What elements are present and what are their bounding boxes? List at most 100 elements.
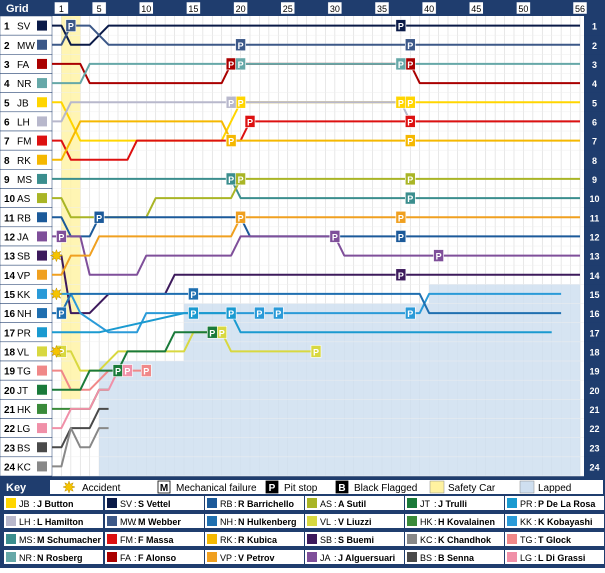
pit-stop-marker: P: [56, 230, 67, 243]
svg-text::: :: [234, 535, 237, 545]
key-entry-mw: MW: M Webber: [105, 514, 204, 528]
grid-position: 14: [4, 271, 16, 282]
lap-tick: 56: [572, 1, 588, 15]
lap-tick: 15: [186, 1, 201, 15]
grid-row: 21 HK: [0, 399, 53, 419]
key-name: A Sutil: [338, 499, 366, 509]
key-swatch: [407, 534, 417, 544]
finish-position-label: 24: [589, 462, 599, 472]
svg-text:P: P: [398, 98, 404, 108]
legend-symbol-lapped-swatch: Lapped: [519, 480, 571, 494]
key-swatch: [107, 516, 117, 526]
key-name: S Vettel: [138, 499, 171, 509]
finish-position-label: 23: [589, 443, 599, 453]
grid-row: 24 KC: [0, 456, 53, 477]
legend-symbol-label: Mechanical failure: [176, 483, 257, 494]
grid-position: 15: [4, 290, 16, 301]
svg-text:P: P: [407, 309, 413, 319]
pit-stop-marker: P: [140, 364, 152, 377]
lap-tick: 50: [516, 1, 531, 15]
svg-text:P: P: [407, 137, 413, 147]
key-code: HK: [420, 517, 433, 527]
svg-text:P: P: [238, 175, 244, 185]
key-name: L Hamilton: [37, 517, 83, 527]
grid-position: 9: [4, 175, 10, 186]
key-code: SB: [320, 535, 332, 545]
key-code: VP: [220, 553, 232, 563]
driver-swatch: [37, 442, 47, 453]
key-swatch: [207, 534, 217, 544]
key-code: KC: [420, 535, 433, 545]
pit-stop-marker: P: [404, 38, 416, 52]
svg-text:P: P: [398, 232, 404, 242]
key-entry-vp: VP: V Petrov: [205, 550, 304, 564]
grid-position: 22: [4, 424, 16, 435]
driver-swatch: [37, 116, 47, 127]
key-swatch: [507, 498, 517, 508]
lap-tick: 10: [139, 1, 154, 15]
key-name: R Barrichello: [238, 499, 295, 509]
finish-position-cell: [584, 322, 605, 342]
key-entry-fm: FM: F Massa: [105, 532, 204, 546]
grid-driver-code: LH: [17, 117, 30, 128]
key-entry-bs: BS: B Senna: [405, 550, 504, 564]
svg-text:P: P: [96, 213, 102, 223]
key-entry-ms: MS: M Schumacher: [4, 532, 103, 546]
key-name: R Kubica: [238, 535, 278, 545]
pit-stop-marker: P: [395, 19, 407, 32]
finish-position-label: 12: [589, 232, 599, 242]
key-code: NR: [19, 553, 32, 563]
svg-text::: :: [534, 553, 537, 563]
key-name: S Buemi: [338, 535, 374, 545]
grid-row: 4 NR: [0, 73, 53, 93]
grid-position: 19: [4, 367, 16, 378]
finish-position-label: 17: [589, 328, 599, 338]
key-code: VL: [320, 517, 331, 527]
accident-star-icon: [49, 344, 64, 359]
finish-position-label: 16: [589, 309, 599, 319]
finish-position-cell: [584, 456, 605, 476]
grid-row: 22 LG: [0, 418, 53, 438]
finish-position-cell: [584, 150, 605, 170]
lap-tick: 1: [54, 1, 69, 15]
grid-driver-code: NH: [17, 309, 31, 320]
grid-driver-code: JT: [17, 386, 28, 397]
driver-swatch: [37, 97, 47, 108]
driver-swatch: [37, 327, 47, 338]
pit-stop-marker: P: [122, 364, 133, 377]
svg-text::: :: [534, 517, 537, 527]
svg-text:P: P: [219, 328, 225, 338]
pit-stop-marker: P: [225, 134, 237, 147]
finish-position-cell: [584, 341, 605, 361]
key-entry-jb: JB: J Button: [4, 496, 103, 510]
svg-text:P: P: [398, 213, 404, 223]
grid-position: 17: [4, 328, 16, 339]
pit-stop-marker: P: [395, 210, 407, 224]
lap-tick: 5: [91, 1, 107, 15]
finish-position-cell: [584, 73, 605, 93]
driver-swatch: [37, 154, 47, 165]
grid-row: 19 TG: [0, 360, 53, 381]
key-entry-rk: RK: R Kubica: [205, 532, 304, 546]
svg-text::: :: [334, 535, 337, 545]
legend-symbol-label: Safety Car: [448, 483, 496, 494]
pit-stop-marker: P: [235, 95, 246, 109]
svg-text:P: P: [275, 309, 281, 319]
key-entry-jt: JT: J Trulli: [405, 496, 504, 510]
svg-text:P: P: [238, 60, 244, 70]
svg-text::: :: [434, 517, 437, 527]
key-entry-ja: JA: J Alguersuari: [305, 550, 404, 564]
finish-position-cell: [584, 303, 605, 323]
driver-swatch: [37, 212, 47, 223]
svg-text::: :: [134, 553, 137, 563]
lap-tick: 25: [280, 1, 295, 15]
lap-tick-label: 5: [97, 4, 102, 14]
key-name: K Chandhok: [438, 535, 492, 545]
key-swatch: [6, 552, 16, 562]
svg-text:P: P: [68, 22, 74, 32]
grid-position: 5: [4, 98, 10, 109]
svg-text::: :: [534, 535, 537, 545]
header-bar: [0, 0, 605, 16]
svg-text::: :: [434, 499, 437, 509]
grid-driver-code: LG: [17, 424, 31, 435]
